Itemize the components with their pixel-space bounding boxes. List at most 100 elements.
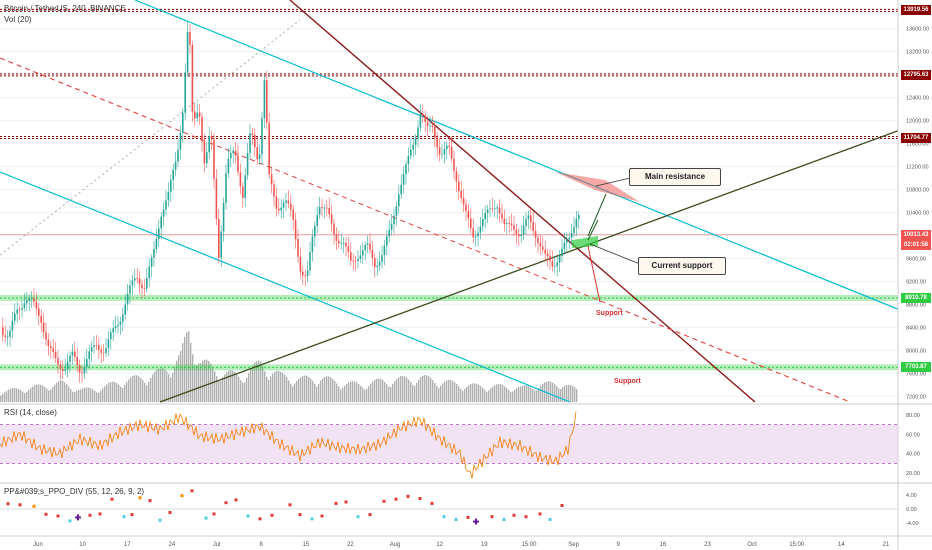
x-tick-label: Aug bbox=[390, 542, 401, 548]
volume-bar bbox=[90, 388, 92, 402]
candle-body bbox=[498, 207, 501, 214]
volume-bar bbox=[240, 380, 242, 402]
candle-body bbox=[86, 359, 88, 368]
volume-bar bbox=[410, 382, 412, 402]
candle-body bbox=[155, 239, 158, 250]
candle-body bbox=[314, 225, 316, 237]
volume-bar bbox=[112, 381, 114, 402]
candle-body bbox=[220, 231, 222, 258]
volume-bar bbox=[60, 380, 62, 402]
volume-bar bbox=[76, 390, 78, 402]
volume-bar bbox=[82, 388, 84, 402]
volume-bar bbox=[228, 370, 230, 402]
volume-bar bbox=[446, 380, 448, 402]
candle-body bbox=[222, 202, 225, 232]
volume-bar bbox=[208, 361, 210, 402]
ppo-dot bbox=[368, 513, 372, 517]
volume-bar bbox=[52, 386, 54, 402]
ppo-dot bbox=[258, 517, 262, 521]
volume-bar bbox=[8, 389, 10, 402]
candle-body bbox=[366, 243, 369, 245]
volume-bar bbox=[552, 382, 554, 402]
y-tick-label: 7200.00 bbox=[906, 394, 926, 400]
candle-body bbox=[150, 257, 153, 267]
x-tick-label: Jul bbox=[213, 542, 221, 548]
volume-bar bbox=[306, 375, 308, 402]
volume-bar bbox=[516, 388, 518, 402]
channel-upper-line bbox=[134, 0, 901, 311]
ppo-label: PP&#039;s_PPO_DIV (55, 12, 26, 9, 2) bbox=[4, 487, 145, 496]
volume-bar bbox=[182, 343, 184, 402]
volume-bar bbox=[404, 376, 406, 402]
volume-bar bbox=[392, 383, 394, 402]
volume-bar bbox=[196, 365, 198, 402]
candle-body bbox=[292, 209, 294, 220]
candle-body bbox=[203, 141, 206, 164]
ppo-dot bbox=[212, 512, 216, 516]
candle-body bbox=[21, 307, 23, 310]
candle-body bbox=[167, 191, 170, 201]
ppo-dot bbox=[334, 501, 338, 505]
volume-bar bbox=[338, 386, 340, 402]
volume-bar bbox=[234, 371, 236, 402]
volume-bar bbox=[4, 392, 6, 402]
candle-body bbox=[383, 245, 386, 256]
candle-body bbox=[378, 261, 381, 266]
candle-body bbox=[549, 256, 551, 261]
volume-bar bbox=[366, 388, 368, 402]
candle-body bbox=[299, 256, 302, 272]
candle-body bbox=[244, 175, 246, 198]
candle-body bbox=[438, 147, 441, 155]
price-level-tag: 8910.78 bbox=[901, 293, 931, 303]
volume-bar bbox=[316, 386, 318, 402]
volume-bar bbox=[274, 371, 276, 402]
volume-label: Vol (20) bbox=[4, 15, 32, 24]
volume-bar bbox=[84, 387, 86, 402]
candle-body bbox=[304, 275, 306, 277]
volume-bar bbox=[496, 384, 498, 402]
ppo-dot bbox=[138, 496, 142, 500]
volume-bar bbox=[2, 393, 4, 402]
candle-body bbox=[551, 260, 554, 267]
candle-body bbox=[566, 239, 568, 243]
ppo-dot bbox=[320, 514, 324, 518]
volume-bar bbox=[322, 378, 324, 402]
volume-bar bbox=[416, 382, 418, 402]
ppo-dot bbox=[88, 513, 92, 517]
volume-bar bbox=[504, 386, 506, 402]
x-tick-label: 24 bbox=[169, 542, 176, 548]
volume-bar bbox=[130, 377, 132, 402]
rsi-tick-label: 60.00 bbox=[906, 432, 920, 438]
candle-body bbox=[112, 328, 114, 333]
volume-bar bbox=[574, 387, 576, 402]
volume-bar bbox=[212, 367, 214, 402]
candle-body bbox=[158, 228, 160, 240]
volume-bar bbox=[370, 383, 372, 402]
volume-bar bbox=[94, 390, 96, 402]
candle-body bbox=[484, 212, 486, 220]
volume-bar bbox=[566, 385, 568, 402]
candle-body bbox=[467, 210, 470, 219]
candle-body bbox=[297, 238, 299, 257]
ppo-dot bbox=[418, 497, 422, 500]
volume-bar bbox=[252, 365, 254, 402]
candle-body bbox=[515, 229, 518, 235]
ppo-dot bbox=[158, 518, 162, 522]
ppo-dot bbox=[130, 513, 134, 517]
volume-bar bbox=[324, 376, 326, 402]
candle-body bbox=[270, 174, 273, 185]
ppo-dot bbox=[548, 518, 552, 521]
volume-bar bbox=[390, 386, 392, 402]
volume-bars bbox=[0, 331, 578, 402]
candle-body bbox=[59, 364, 62, 370]
volume-bar bbox=[548, 381, 550, 402]
candle-body bbox=[218, 218, 220, 258]
candle-body bbox=[501, 213, 503, 219]
ppo-dot bbox=[270, 513, 274, 517]
volume-bar bbox=[148, 381, 150, 402]
candle-body bbox=[369, 243, 371, 250]
ppo-dot bbox=[224, 501, 228, 505]
volume-bar bbox=[432, 380, 434, 402]
volume-bar bbox=[278, 370, 280, 402]
